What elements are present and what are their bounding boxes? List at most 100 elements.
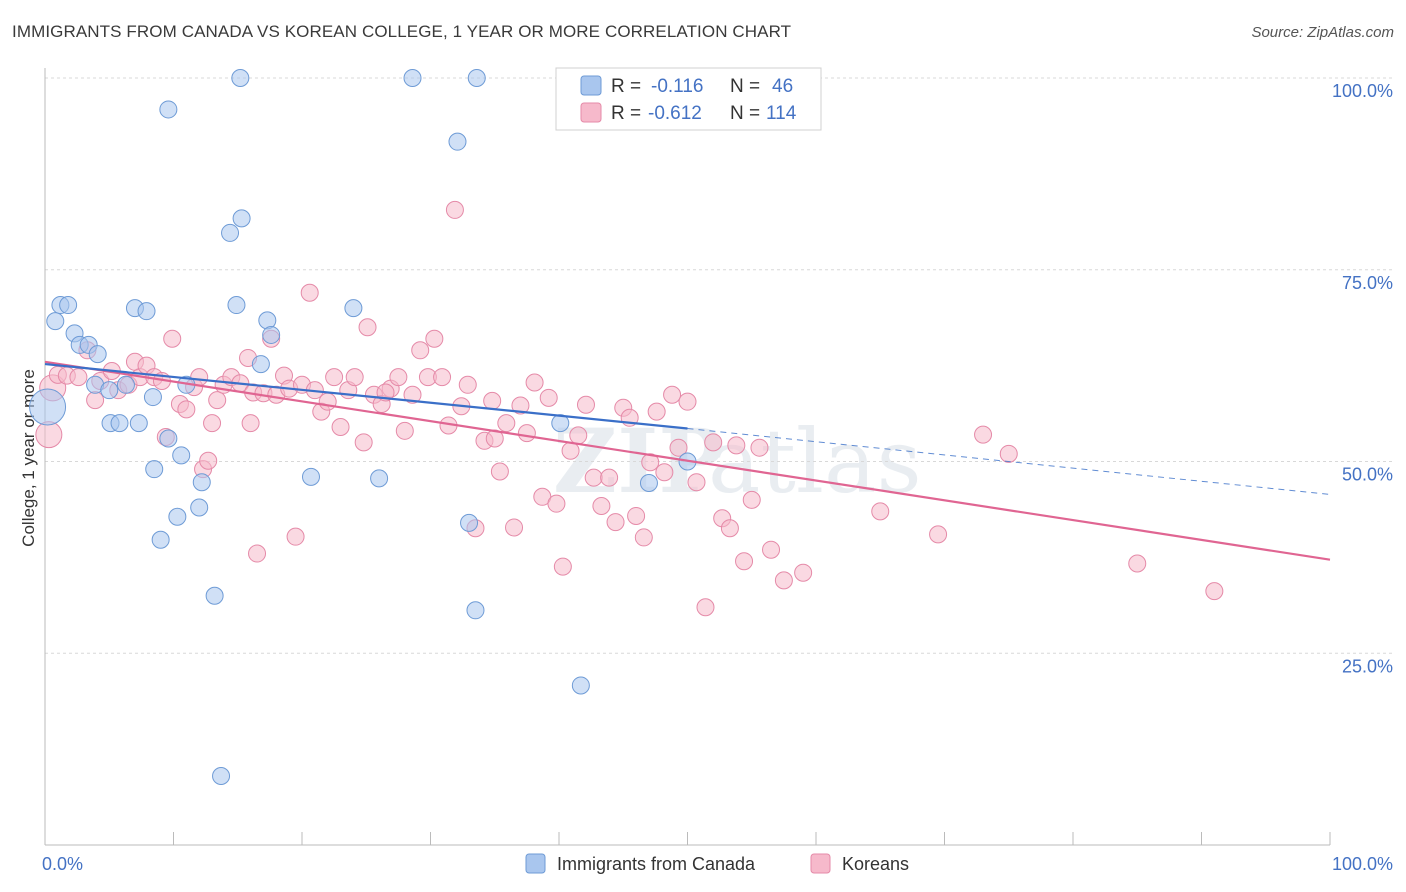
- korean-r-label: R =: [611, 103, 641, 124]
- korean-point: [687, 473, 706, 492]
- korean-point: [929, 525, 948, 544]
- korean-point: [300, 283, 319, 302]
- korean-point: [663, 385, 682, 404]
- canada-trend-line: [44, 362, 688, 430]
- korean-point: [547, 494, 566, 513]
- korean-point: [553, 557, 572, 576]
- stats-box: R = -0.116 N = 46 R = -0.612 N = 114: [555, 67, 822, 131]
- korean-point: [395, 421, 414, 440]
- legend-korean-swatch: [810, 853, 831, 874]
- korean-point: [569, 426, 588, 445]
- korean-n-value: 114: [766, 103, 797, 124]
- canada-point: [159, 429, 178, 448]
- korean-point: [696, 598, 715, 617]
- canada-point: [159, 100, 178, 119]
- canada-point: [551, 414, 570, 433]
- korean-point: [411, 341, 430, 360]
- korean-trend-line: [44, 360, 1331, 561]
- canada-point: [232, 209, 251, 228]
- korean-point: [794, 563, 813, 582]
- canada-point: [251, 355, 270, 374]
- korean-point: [331, 417, 350, 436]
- korean-point: [403, 385, 422, 404]
- korean-point: [177, 400, 196, 419]
- korean-point: [199, 451, 218, 470]
- korean-point: [999, 444, 1018, 463]
- korean-point: [497, 414, 516, 433]
- legend-canada-swatch: [525, 853, 546, 874]
- trend-lines: [44, 360, 1331, 561]
- korean-point: [325, 368, 344, 387]
- korean-point: [669, 438, 688, 457]
- korean-point: [511, 396, 530, 415]
- korean-point: [655, 463, 674, 482]
- canada-point: [190, 498, 209, 517]
- korean-point: [774, 571, 793, 590]
- korean-point: [458, 375, 477, 394]
- y-tick-label: 50.0%: [1342, 465, 1393, 485]
- canada-point: [29, 388, 67, 426]
- korean-point: [483, 391, 502, 410]
- korean-point: [641, 453, 660, 472]
- korean-point: [208, 391, 227, 410]
- canada-point: [192, 473, 211, 492]
- korean-point: [647, 402, 666, 421]
- legend-canada-label: Immigrants from Canada: [557, 854, 756, 874]
- canada-point: [466, 601, 485, 620]
- canada-point: [212, 766, 231, 785]
- korean-point: [1128, 554, 1147, 573]
- korean-point: [203, 414, 222, 433]
- korean-point: [517, 424, 536, 443]
- korean-point: [634, 528, 653, 547]
- korean-point: [490, 462, 509, 481]
- korean-point: [389, 368, 408, 387]
- korean-point: [86, 391, 105, 410]
- korean-point: [762, 540, 781, 559]
- korean-point: [318, 392, 337, 411]
- y-axis-tick-labels: 25.0% 50.0% 75.0% 100.0%: [1332, 81, 1393, 676]
- korean-point: [974, 425, 993, 444]
- korean-point: [678, 392, 697, 411]
- korean-stat-swatch: [580, 102, 602, 123]
- chart-title: IMMIGRANTS FROM CANADA VS KOREAN COLLEGE…: [12, 22, 792, 41]
- korean-point: [505, 518, 524, 537]
- canada-point: [227, 296, 246, 315]
- legend: Immigrants from Canada Koreans: [525, 853, 909, 874]
- korean-point: [727, 436, 746, 455]
- canada-point: [403, 69, 422, 87]
- korean-point: [354, 433, 373, 452]
- canada-point: [129, 414, 148, 433]
- x-tick-label-min: 0.0%: [42, 854, 83, 874]
- canada-point: [231, 69, 250, 87]
- korean-point: [584, 468, 603, 487]
- korean-point: [735, 552, 754, 571]
- canada-point: [571, 676, 590, 695]
- canada-point: [639, 473, 658, 492]
- canada-point: [145, 460, 164, 479]
- canada-point: [110, 414, 129, 433]
- canada-point: [460, 513, 479, 532]
- korean-point: [525, 373, 544, 392]
- canada-n-value: 46: [772, 76, 793, 97]
- canada-trend-extension: [687, 428, 1331, 495]
- canada-point: [205, 586, 224, 605]
- canada-series: [29, 69, 697, 785]
- canada-point: [370, 469, 389, 488]
- canada-point: [467, 69, 486, 87]
- canada-r-label: R =: [611, 76, 641, 97]
- x-tick-label-max: 100.0%: [1332, 854, 1393, 874]
- korean-point: [600, 468, 619, 487]
- korean-point: [433, 368, 452, 387]
- korean-r-value: -0.612: [648, 103, 702, 124]
- korean-point: [358, 318, 377, 337]
- korean-n-label: N =: [730, 103, 760, 124]
- korean-point: [69, 368, 88, 387]
- korean-point: [720, 519, 739, 538]
- korean-point: [345, 368, 364, 387]
- korean-point: [35, 421, 63, 449]
- korean-point: [592, 496, 611, 515]
- korean-point: [704, 433, 723, 452]
- korean-point: [539, 388, 558, 407]
- canada-point: [88, 345, 107, 364]
- korean-point: [241, 414, 260, 433]
